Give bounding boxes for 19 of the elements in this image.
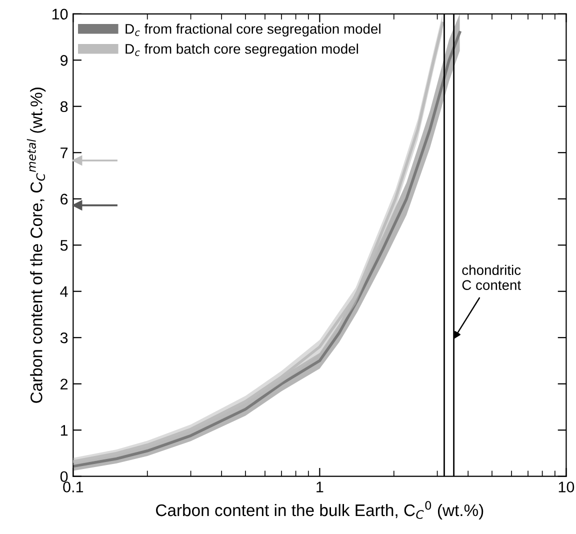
y-tick-label: 8 bbox=[60, 101, 68, 112]
y-tick-label: 3 bbox=[60, 332, 68, 344]
y-tick-label: 10 bbox=[52, 8, 68, 20]
ref-line-label: chondritic C content bbox=[462, 264, 521, 290]
y-tick-label: 2 bbox=[60, 378, 68, 390]
y-tick-label: 4 bbox=[60, 286, 68, 297]
legend-label: D$_{c}$ from batch core segregation model bbox=[126, 44, 358, 57]
x-tick-label: 10 bbox=[558, 482, 574, 492]
legend-label: D$_{c}$ from fractional core segregation model bbox=[126, 24, 380, 37]
y-tick-label: 9 bbox=[60, 54, 68, 66]
x-tick-label: 1 bbox=[316, 482, 324, 492]
y-tick-label: 5 bbox=[60, 240, 68, 251]
y-tick-label: 1 bbox=[60, 425, 68, 436]
x-tick-label: 0.1 bbox=[63, 482, 84, 492]
x-axis-title: Carbon content in the bulk Earth, C$_{C}$$^{0}$ (wt.%) bbox=[156, 500, 484, 520]
y-tick-label: 6 bbox=[60, 194, 68, 205]
y-tick-label: 0 bbox=[60, 471, 68, 482]
y-tick-label: 7 bbox=[60, 148, 68, 158]
y-axis-title: Carbon content of the Core, C$_{C}$$^{metal}$ (wt.%) bbox=[26, 88, 46, 403]
